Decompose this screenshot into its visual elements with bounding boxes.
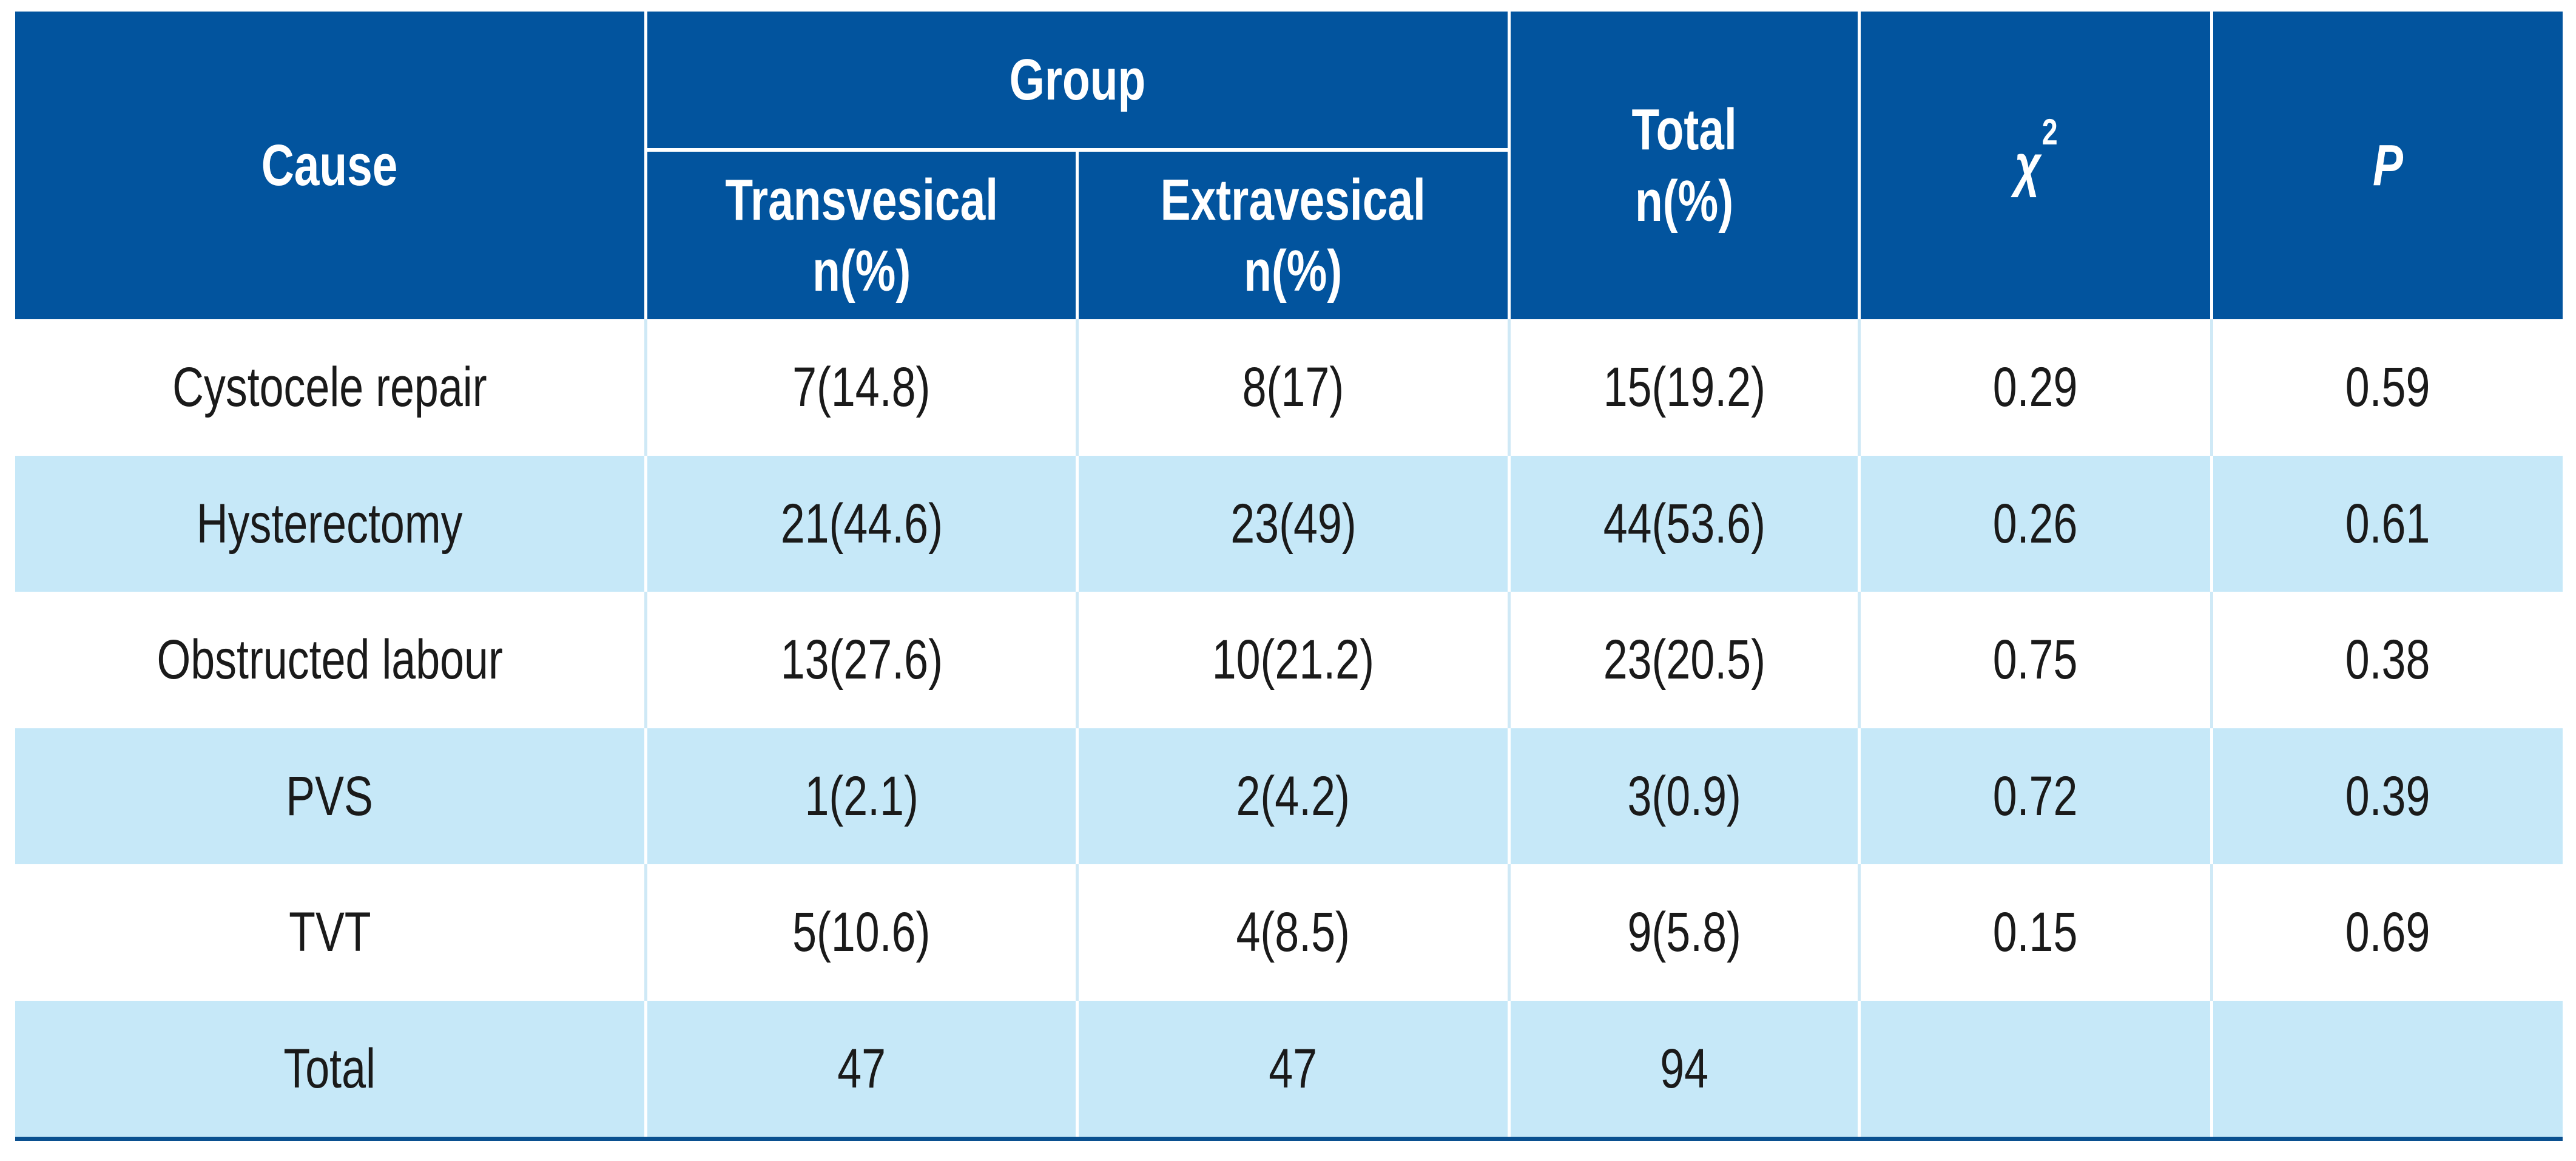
cell-cause: TVT: [15, 864, 644, 1001]
cell-transvesical: 13(27.6): [647, 592, 1076, 728]
cell-transvesical: 47: [647, 1000, 1076, 1137]
cell-chi-squared: [1861, 1000, 2210, 1137]
table-row: Hysterectomy 21(44.6) 23(49) 44(53.6) 0.…: [15, 455, 2563, 592]
cell-chi-squared: 0.26: [1861, 455, 2210, 592]
cell-extravesical: 8(17): [1079, 319, 1508, 456]
cell-p-value: 0.59: [2213, 319, 2563, 456]
cell-chi-squared: 0.29: [1861, 319, 2210, 456]
cell-transvesical: 21(44.6): [647, 455, 1076, 592]
cell-total: 3(0.9): [1511, 728, 1858, 864]
cell-total: 94: [1511, 1000, 1858, 1137]
table-row: PVS 1(2.1) 2(4.2) 3(0.9) 0.72 0.39: [15, 728, 2563, 864]
table-row: Cystocele repair 7(14.8) 8(17) 15(19.2) …: [15, 319, 2563, 456]
cell-p-value: 0.38: [2213, 592, 2563, 728]
header-cell-cause: Cause: [15, 12, 644, 319]
cell-p-value: 0.69: [2213, 864, 2563, 1001]
header-cell-group: Group: [647, 12, 1508, 148]
cell-total: 9(5.8): [1511, 864, 1858, 1001]
header-label-extravesical: Extravesical n(%): [1160, 167, 1426, 303]
header-cell-transvesical: Transvesical n(%): [647, 152, 1076, 319]
cell-total: 23(20.5): [1511, 592, 1858, 728]
table-header: Cause Group Transvesical n(%) Extravesica…: [15, 12, 2563, 319]
cell-cause: Total: [15, 1000, 644, 1137]
cell-cause: Hysterectomy: [15, 455, 644, 592]
header-cell-p-value: P: [2213, 12, 2563, 319]
header-cell-total: Total n(%): [1511, 12, 1858, 319]
header-label-chi-squared: χ2: [2014, 111, 2058, 198]
header-label-total: Total n(%): [1631, 97, 1737, 234]
cell-cause: Obstructed labour: [15, 592, 644, 728]
table-row: TVT 5(10.6) 4(8.5) 9(5.8) 0.15 0.69: [15, 864, 2563, 1001]
cell-chi-squared: 0.72: [1861, 728, 2210, 864]
cell-total: 15(19.2): [1511, 319, 1858, 456]
cell-p-value: [2213, 1000, 2563, 1137]
cell-cause: PVS: [15, 728, 644, 864]
header-label-cause: Cause: [261, 132, 398, 198]
cell-transvesical: 7(14.8): [647, 319, 1076, 456]
cell-extravesical: 47: [1079, 1000, 1508, 1137]
header-label-transvesical: Transvesical n(%): [725, 167, 998, 303]
table-bottom-rule: [15, 1137, 2563, 1141]
cell-extravesical: 4(8.5): [1079, 864, 1508, 1001]
cell-chi-squared: 0.15: [1861, 864, 2210, 1001]
cell-p-value: 0.61: [2213, 455, 2563, 592]
table-row: Obstructed labour 13(27.6) 10(21.2) 23(2…: [15, 592, 2563, 728]
cell-extravesical: 23(49): [1079, 455, 1508, 592]
header-label-group: Group: [1009, 47, 1146, 112]
cell-transvesical: 1(2.1): [647, 728, 1076, 864]
cell-p-value: 0.39: [2213, 728, 2563, 864]
cell-transvesical: 5(10.6): [647, 864, 1076, 1001]
causes-by-group-table: Cause Group Transvesical n(%) Extravesica…: [15, 12, 2563, 1141]
header-label-p-value: P: [2373, 132, 2403, 198]
header-cell-extravesical: Extravesical n(%): [1079, 152, 1508, 319]
cell-cause: Cystocele repair: [15, 319, 644, 456]
header-cell-chi-squared: χ2: [1861, 12, 2210, 319]
cell-chi-squared: 0.75: [1861, 592, 2210, 728]
cell-total: 44(53.6): [1511, 455, 1858, 592]
table-row-total: Total 47 47 94: [15, 1000, 2563, 1137]
cell-extravesical: 10(21.2): [1079, 592, 1508, 728]
cell-extravesical: 2(4.2): [1079, 728, 1508, 864]
